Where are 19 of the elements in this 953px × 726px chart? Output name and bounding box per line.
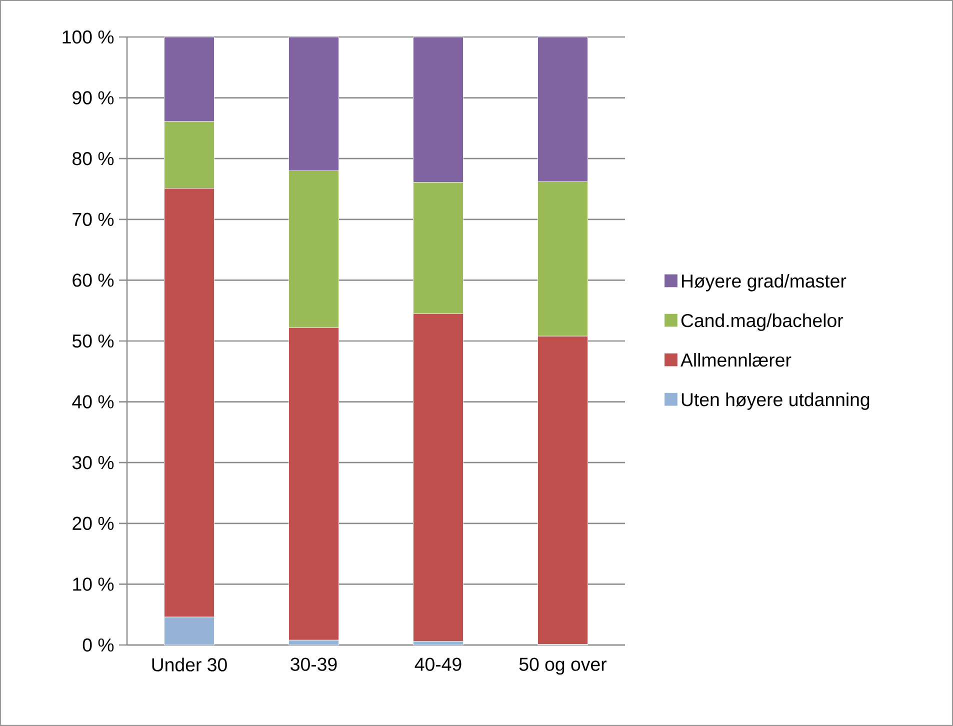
y-tick-label: 40 % (72, 395, 114, 408)
y-tick-label: 20 % (72, 516, 114, 530)
y-tick-label: 30 % (72, 456, 114, 470)
y-tick-label: 60 % (72, 274, 114, 287)
legend-label: Cand.mag/bachelor (681, 313, 844, 331)
x-tick-label: Under 30 (152, 658, 227, 672)
y-tick-label: 70 % (72, 212, 114, 226)
legend-label: Uten høyere utdanning (682, 392, 870, 410)
y-tick-label: 100 % (62, 30, 114, 44)
y-tick-label: 50 % (72, 334, 114, 348)
legend-label: Allmennlærer (680, 352, 792, 367)
legend-label: Høyere grad/master (682, 274, 846, 292)
x-tick-label: 30-39 (290, 658, 337, 671)
x-tick-label: 40-49 (414, 658, 462, 671)
y-tick-label: 10 % (73, 578, 114, 591)
y-tick-label: 0 % (82, 638, 114, 652)
y-tick-label: 90 % (72, 91, 114, 104)
x-tick-label: 50 og over (519, 658, 607, 675)
y-tick-label: 80 % (72, 152, 114, 166)
